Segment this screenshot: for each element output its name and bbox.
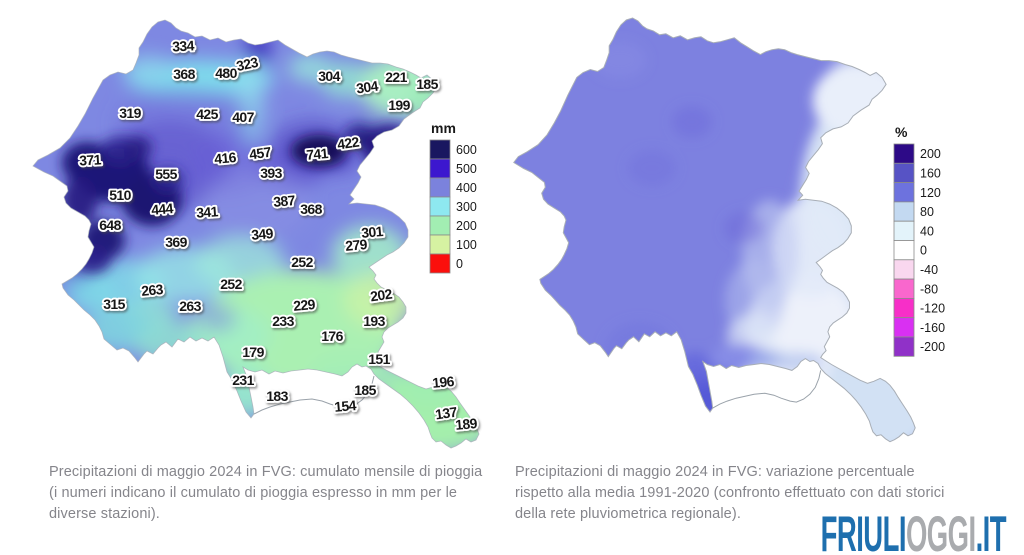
svg-text:151: 151 [368, 351, 390, 367]
svg-text:304: 304 [355, 77, 379, 96]
svg-text:400: 400 [456, 181, 477, 195]
svg-text:-80: -80 [920, 282, 938, 296]
svg-text:100: 100 [456, 238, 477, 252]
svg-text:-120: -120 [920, 302, 945, 316]
svg-text:334: 334 [172, 37, 195, 54]
svg-text:0: 0 [456, 257, 463, 271]
svg-text:457: 457 [248, 143, 272, 162]
svg-text:279: 279 [345, 236, 369, 254]
svg-text:301: 301 [361, 223, 385, 241]
svg-text:315: 315 [103, 296, 125, 312]
svg-text:480: 480 [215, 65, 237, 81]
svg-text:199: 199 [388, 97, 410, 113]
svg-text:196: 196 [432, 373, 456, 391]
svg-text:154: 154 [334, 397, 358, 415]
svg-text:183: 183 [266, 388, 288, 404]
svg-text:263: 263 [179, 298, 201, 314]
svg-text:600: 600 [456, 143, 477, 157]
svg-text:160: 160 [920, 167, 941, 181]
svg-text:393: 393 [260, 165, 282, 181]
svg-text:193: 193 [363, 313, 385, 329]
svg-text:368: 368 [300, 201, 322, 217]
svg-text:229: 229 [293, 296, 317, 314]
svg-text:185: 185 [354, 382, 376, 398]
svg-text:369: 369 [165, 234, 187, 250]
svg-text:231: 231 [232, 372, 254, 388]
svg-text:300: 300 [456, 200, 477, 214]
svg-text:510: 510 [109, 187, 131, 203]
svg-text:-40: -40 [920, 263, 938, 277]
svg-text:137: 137 [434, 403, 458, 422]
svg-text:221: 221 [385, 69, 407, 85]
svg-text:387: 387 [273, 192, 297, 210]
svg-text:648: 648 [99, 217, 121, 233]
svg-text:407: 407 [232, 109, 254, 125]
svg-text:500: 500 [456, 162, 477, 176]
svg-text:-160: -160 [920, 321, 945, 335]
svg-text:416: 416 [214, 149, 238, 167]
svg-text:252: 252 [220, 276, 242, 292]
svg-text:263: 263 [141, 281, 165, 299]
svg-text:252: 252 [291, 254, 313, 270]
svg-text:179: 179 [242, 344, 264, 360]
svg-text:80: 80 [920, 205, 934, 219]
svg-text:233: 233 [272, 313, 294, 329]
svg-text:-200: -200 [920, 340, 945, 354]
svg-text:185: 185 [416, 76, 438, 92]
svg-text:368: 368 [173, 66, 195, 82]
svg-text:200: 200 [920, 147, 941, 161]
svg-text:444: 444 [151, 200, 175, 218]
svg-text:341: 341 [196, 203, 219, 221]
svg-text:176: 176 [321, 328, 343, 344]
svg-text:%: % [895, 124, 908, 140]
svg-text:349: 349 [251, 225, 275, 243]
svg-text:304: 304 [318, 68, 340, 84]
svg-text:371: 371 [79, 151, 102, 168]
svg-text:0: 0 [920, 244, 927, 258]
svg-text:319: 319 [119, 105, 141, 121]
svg-text:120: 120 [920, 186, 941, 200]
svg-text:202: 202 [369, 285, 393, 304]
svg-text:200: 200 [456, 219, 477, 233]
svg-text:555: 555 [155, 166, 177, 182]
svg-text:189: 189 [455, 415, 479, 433]
svg-text:741: 741 [306, 145, 330, 163]
svg-text:40: 40 [920, 224, 934, 238]
svg-text:mm: mm [431, 120, 456, 136]
svg-text:425: 425 [196, 106, 218, 122]
svg-text:422: 422 [336, 133, 360, 152]
